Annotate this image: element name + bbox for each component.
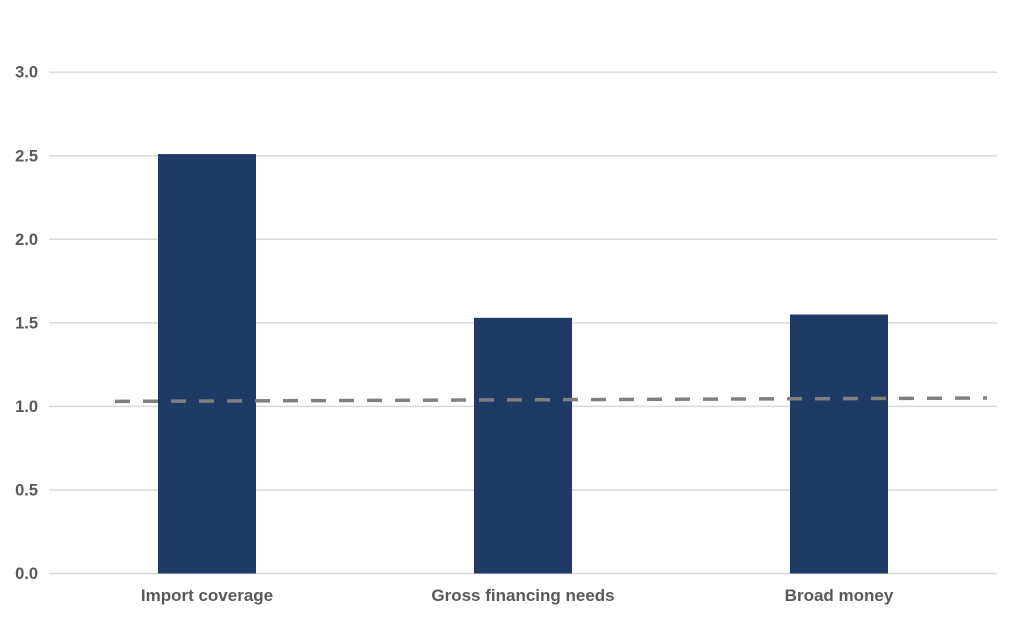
y-tick-label-1.5: 1.5 (15, 314, 38, 332)
y-axis-tick-labels: 0.0 0.5 1.0 1.5 2.0 2.5 3.0 (15, 64, 38, 583)
y-tick-label-3.0: 3.0 (15, 64, 38, 82)
x-axis-category-labels: Import coverage Gross financing needs Broa… (141, 586, 894, 605)
x-tick-label-import-coverage: Import coverage (141, 586, 273, 605)
bar-import-coverage (158, 154, 256, 574)
y-tick-label-1.0: 1.0 (15, 398, 38, 416)
bar-broad-money (790, 314, 888, 574)
y-tick-label-0.0: 0.0 (15, 565, 38, 583)
reference-line (114, 396, 988, 404)
x-tick-label-broad-money: Broad money (785, 586, 894, 605)
y-tick-label-2.0: 2.0 (15, 231, 38, 249)
bars (158, 154, 888, 574)
dashed-reference-line (114, 396, 988, 404)
bar-gross-financing-needs (474, 317, 572, 574)
x-tick-label-gross-financing-needs: Gross financing needs (431, 586, 614, 605)
y-tick-label-2.5: 2.5 (15, 147, 38, 165)
y-tick-label-0.5: 0.5 (15, 481, 38, 499)
